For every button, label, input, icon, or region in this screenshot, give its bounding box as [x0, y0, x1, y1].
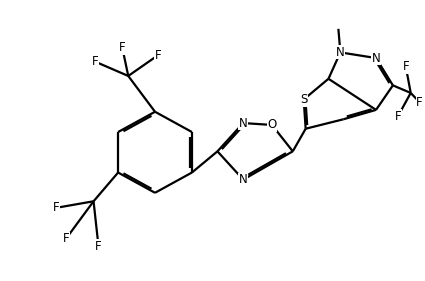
Text: N: N — [372, 51, 380, 65]
Text: F: F — [95, 240, 102, 253]
Text: O: O — [267, 119, 277, 132]
Text: S: S — [300, 93, 307, 106]
Text: F: F — [119, 41, 126, 54]
Text: F: F — [394, 110, 401, 123]
Text: N: N — [239, 117, 248, 130]
Text: F: F — [53, 201, 59, 214]
Text: F: F — [155, 49, 162, 62]
Text: N: N — [239, 173, 248, 186]
Text: F: F — [62, 232, 69, 246]
Text: N: N — [336, 46, 345, 59]
Text: F: F — [92, 55, 99, 68]
Text: F: F — [402, 60, 409, 73]
Text: F: F — [416, 96, 423, 109]
